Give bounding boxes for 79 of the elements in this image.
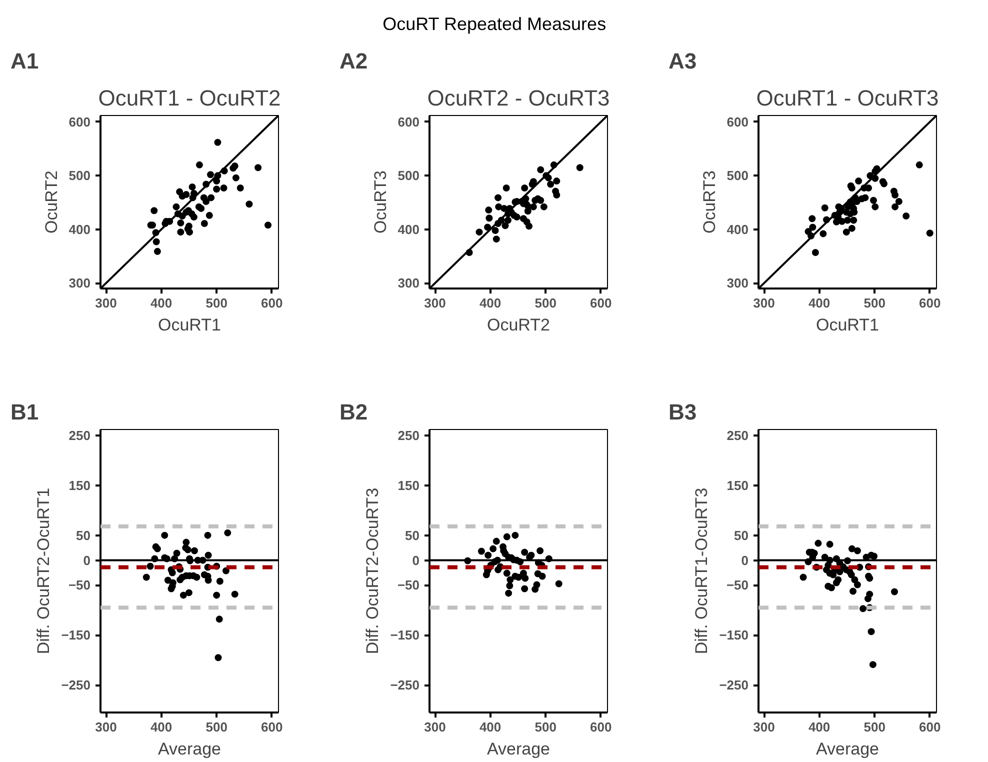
y-tick-label: 150 — [68, 478, 91, 493]
y-tick-label: −150 — [390, 628, 420, 643]
chart-title: OcuRT1 - OcuRT2 — [98, 86, 281, 110]
y-axis-title: Diff. OcuRT2-OcuRT3 — [363, 488, 382, 654]
x-axis-title: OcuRT1 — [158, 316, 222, 334]
chart-title: OcuRT2 - OcuRT3 — [427, 86, 610, 110]
x-tick-label: 600 — [261, 720, 283, 734]
x-tick-label: 300 — [424, 720, 446, 734]
x-tick-label: 500 — [206, 720, 228, 734]
y-tick-label: 300 — [68, 276, 91, 291]
text: A1 — [10, 48, 39, 74]
y-tick-label: −250 — [719, 678, 749, 693]
y-tick-label: −50 — [68, 578, 91, 593]
x-axis-title: OcuRT1 — [816, 316, 880, 334]
y-tick-label: 600 — [68, 114, 91, 130]
x-tick-label: 500 — [864, 720, 886, 734]
chart-title: OcuRT1 - OcuRT3 — [756, 86, 939, 110]
y-tick-label: −150 — [61, 628, 91, 643]
x-tick-label: 600 — [919, 296, 941, 310]
x-tick-label: 300 — [753, 296, 775, 310]
y-tick-label: 300 — [398, 276, 420, 291]
x-axis-title: Average — [486, 740, 550, 758]
y-tick-label: −50 — [397, 578, 420, 593]
y-tick-label: −250 — [61, 678, 91, 693]
y-tick-label: 500 — [398, 168, 420, 184]
text: OcuRT Repeated Measures — [382, 14, 606, 34]
x-tick-label: 600 — [261, 296, 283, 310]
y-tick-label: 50 — [405, 528, 420, 543]
x-tick-label: 400 — [150, 720, 172, 734]
y-tick-label: 150 — [726, 478, 749, 493]
y-axis-title: OcuRT3 — [700, 170, 719, 234]
y-tick-label: 0 — [83, 552, 91, 568]
x-tick-label: 500 — [206, 296, 228, 310]
text: A2 — [340, 48, 368, 74]
y-tick-label: 500 — [68, 168, 91, 184]
x-axis-title: Average — [816, 740, 880, 758]
y-axis-title: Diff. OcuRT2-OcuRT1 — [34, 488, 54, 654]
y-axis-title: Diff. OcuRT1-OcuRT3 — [692, 488, 712, 654]
y-tick-label: 50 — [76, 528, 91, 543]
text: A3 — [668, 48, 697, 74]
y-tick-label: 250 — [726, 428, 749, 443]
y-tick-label: 400 — [726, 222, 749, 237]
x-tick-label: 300 — [95, 720, 117, 734]
y-tick-label: −150 — [719, 628, 749, 643]
x-tick-label: 500 — [534, 296, 556, 310]
y-tick-label: 150 — [398, 478, 420, 493]
y-tick-label: 50 — [734, 528, 749, 543]
x-tick-label: 400 — [479, 720, 502, 734]
y-tick-label: 500 — [726, 168, 749, 184]
x-tick-label: 500 — [534, 720, 556, 734]
y-tick-label: −250 — [390, 678, 420, 693]
y-tick-label: 0 — [412, 552, 420, 568]
x-tick-label: 400 — [808, 296, 830, 310]
y-tick-label: 250 — [398, 428, 420, 443]
x-tick-label: 300 — [95, 296, 117, 310]
x-tick-label: 600 — [590, 720, 612, 734]
x-tick-label: 400 — [808, 720, 830, 734]
text: B3 — [668, 400, 697, 424]
y-tick-label: 400 — [68, 222, 91, 237]
y-tick-label: 300 — [726, 276, 749, 291]
y-tick-label: −50 — [726, 578, 749, 593]
x-axis-title: OcuRT2 — [487, 316, 550, 334]
x-tick-label: 300 — [424, 296, 446, 310]
y-axis-title: OcuRT2 — [42, 170, 61, 234]
x-tick-label: 600 — [919, 720, 941, 734]
x-tick-label: 400 — [150, 296, 172, 310]
x-axis-title: Average — [158, 740, 222, 758]
text: B2 — [340, 400, 368, 424]
y-tick-label: 400 — [398, 222, 420, 237]
y-tick-label: 600 — [398, 114, 420, 130]
y-tick-label: 0 — [741, 552, 749, 568]
x-tick-label: 400 — [479, 296, 502, 310]
y-axis-title: OcuRT3 — [370, 170, 390, 234]
x-tick-label: 500 — [864, 296, 886, 310]
text: B1 — [10, 400, 39, 424]
x-tick-label: 600 — [590, 296, 612, 310]
y-tick-label: 600 — [726, 114, 749, 130]
y-tick-label: 250 — [68, 428, 91, 443]
x-tick-label: 300 — [753, 720, 775, 734]
